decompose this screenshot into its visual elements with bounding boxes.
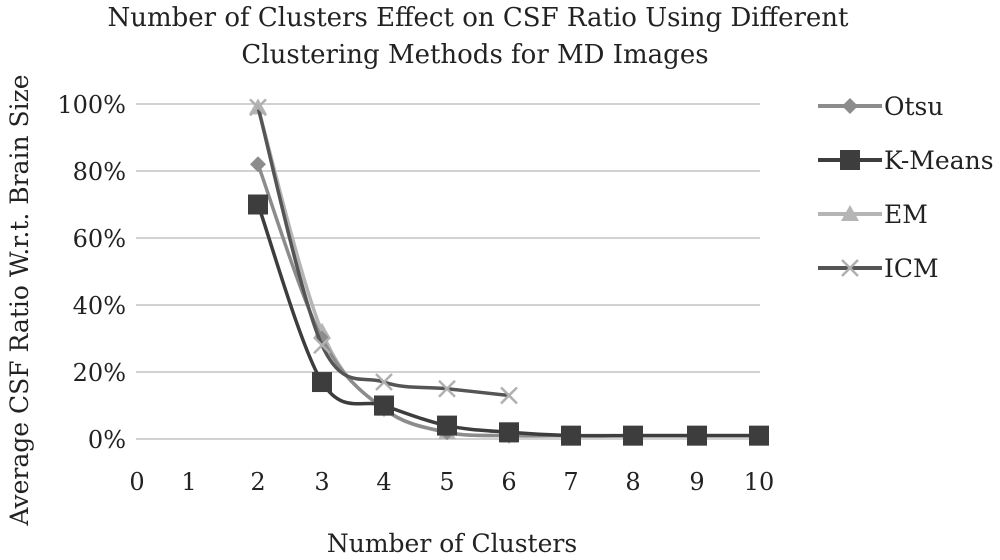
data-point-icm-x4-stroke-b (375, 373, 393, 391)
y-tick-label: 40% (73, 292, 126, 320)
x-axis-label: Number of Clusters (327, 529, 577, 558)
data-point-k-means-x8 (623, 425, 643, 446)
series-line-k-means (256, 202, 761, 438)
legend-label-em: EM (884, 200, 928, 229)
data-point-otsu-x2 (250, 156, 266, 173)
y-axis-label: Average CSF Ratio W.r.t. Brain Size (5, 74, 34, 526)
data-point-icm-x2-stroke-b (249, 98, 267, 117)
legend: Otsu K-Means EM ICM (818, 92, 994, 283)
data-point-icm-x5-stroke-b (438, 379, 456, 398)
x-tick-label: 9 (689, 468, 704, 496)
data-point-k-means-x7 (561, 425, 581, 446)
chart-title: Number of Clusters Effect on CSF Ratio U… (108, 3, 850, 70)
legend-label-k-means: K-Means (884, 146, 994, 175)
legend-item-icm: ICM (818, 254, 939, 283)
legend-item-k-means: K-Means (818, 146, 994, 175)
y-tick-label: 80% (73, 158, 126, 186)
series-layer (248, 98, 769, 446)
legend-marker-icm (841, 259, 859, 277)
series-k-means (248, 194, 769, 446)
y-tick-label: 20% (73, 359, 126, 387)
data-point-k-means-x10 (749, 425, 769, 446)
y-tick-label: 0% (88, 426, 126, 454)
legend-item-otsu: Otsu (818, 92, 943, 121)
chart-title-line-1: Number of Clusters Effect on CSF Ratio U… (108, 3, 850, 33)
y-axis-tick-labels: 0% 20% 40% 60% 80% 100% (57, 91, 126, 454)
data-point-icm-x3-stroke-b (313, 336, 331, 355)
legend-marker-icm-stroke-b (841, 259, 859, 277)
legend-marker-em (841, 205, 859, 221)
series-icm (249, 98, 518, 405)
legend-marker-k-means (840, 150, 860, 170)
data-point-k-means-x5 (437, 415, 457, 436)
data-point-icm-x5 (438, 379, 456, 398)
x-tick-label: 5 (439, 468, 454, 496)
data-point-k-means-x3 (312, 372, 332, 393)
x-tick-label: 3 (314, 468, 329, 496)
y-tick-label: 60% (73, 225, 126, 253)
legend-label-icm: ICM (884, 254, 939, 283)
legend-item-em: EM (818, 200, 928, 229)
series-line-em (256, 105, 761, 438)
data-point-icm-x6 (500, 386, 518, 405)
data-point-k-means-x9 (687, 425, 707, 446)
data-point-k-means-x6 (499, 422, 519, 443)
data-point-icm-x6-stroke-b (500, 386, 518, 405)
chart-title-line-2: Clustering Methods for MD Images (241, 40, 708, 70)
x-tick-label: 6 (501, 468, 516, 496)
legend-label-otsu: Otsu (884, 92, 943, 121)
x-tick-label: 7 (563, 468, 578, 496)
y-tick-label: 100% (57, 91, 126, 119)
x-tick-label: 2 (250, 468, 265, 496)
legend-marker-otsu (842, 98, 858, 114)
gridlines (136, 103, 760, 440)
x-tick-label: 10 (744, 468, 775, 496)
x-tick-label: 1 (181, 468, 196, 496)
x-tick-label: 4 (376, 468, 391, 496)
x-tick-label: 8 (625, 468, 640, 496)
data-point-icm-x2 (249, 98, 267, 117)
data-point-icm-x3 (313, 336, 331, 355)
x-tick-label: 0 (129, 468, 144, 496)
data-point-k-means-x4 (374, 395, 394, 416)
series-line-icm (256, 105, 511, 398)
x-axis-tick-labels: 0 1 2 3 4 5 6 7 8 9 10 (129, 468, 774, 496)
series-otsu (250, 156, 767, 444)
data-point-k-means-x2 (248, 194, 268, 215)
data-point-icm-x4 (375, 373, 393, 391)
